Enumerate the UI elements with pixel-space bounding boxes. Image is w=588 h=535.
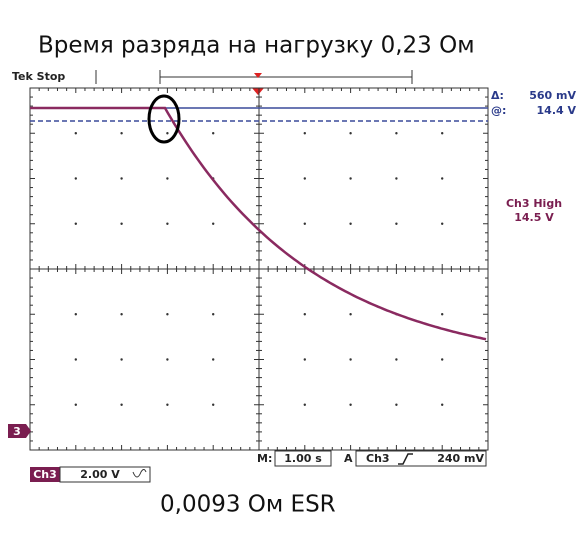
graticule-part bbox=[349, 177, 352, 180]
graticule-part bbox=[303, 313, 306, 316]
graticule-part bbox=[74, 222, 78, 225]
channel-box bbox=[30, 467, 60, 482]
delta-label: Δ: bbox=[491, 89, 504, 102]
trigger-box bbox=[355, 450, 487, 467]
graticule-part bbox=[441, 222, 444, 225]
graticule-part bbox=[120, 403, 123, 406]
graticule-part bbox=[441, 177, 444, 180]
graticule-part bbox=[395, 222, 398, 225]
graticule-part bbox=[303, 358, 306, 361]
graticule-part bbox=[74, 177, 78, 180]
graticule-part bbox=[349, 403, 352, 406]
channel-marker: 3 bbox=[13, 425, 21, 438]
trigger-mode: A bbox=[344, 452, 353, 465]
graticule-part bbox=[441, 403, 444, 406]
graticule-part bbox=[120, 132, 123, 135]
graticule-part bbox=[212, 132, 215, 135]
title: Время разряда на нагрузку 0,23 Ом bbox=[38, 33, 475, 59]
timebase-label: M: bbox=[257, 452, 272, 465]
trigger-info-label: Ch3 High bbox=[506, 197, 562, 210]
coupling-icon bbox=[132, 469, 147, 478]
at-value: 14.4 V bbox=[537, 104, 577, 117]
timebase-value: 1.00 s bbox=[284, 452, 322, 465]
graticule-part bbox=[166, 313, 169, 316]
status: Tek Stop bbox=[12, 70, 65, 83]
graticule-part bbox=[349, 358, 352, 361]
trigger-source: Ch3 bbox=[366, 452, 390, 465]
graticule-part bbox=[441, 132, 444, 135]
graticule-part bbox=[441, 358, 444, 361]
graticule-part bbox=[349, 222, 352, 225]
graticule-part bbox=[212, 358, 215, 361]
highlight-circle bbox=[147, 94, 181, 144]
graticule bbox=[29, 87, 489, 451]
graticule-part bbox=[120, 358, 123, 361]
graticule-part bbox=[303, 177, 306, 180]
graticule-part bbox=[120, 222, 123, 225]
graticule-part bbox=[395, 177, 398, 180]
caption: 0,0093 Ом ESR bbox=[160, 492, 336, 518]
trigger-point bbox=[252, 88, 264, 95]
trigger-info-value: 14.5 V bbox=[514, 211, 554, 224]
graticule-part bbox=[74, 313, 78, 316]
graticule-part bbox=[349, 313, 352, 316]
graticule-part bbox=[74, 403, 78, 406]
graticule-part bbox=[395, 403, 398, 406]
at-label: @: bbox=[491, 104, 506, 117]
trigger-level: 240 mV bbox=[437, 452, 484, 465]
record-bar bbox=[95, 70, 413, 84]
graticule-part bbox=[166, 358, 169, 361]
graticule-part bbox=[74, 358, 78, 361]
graticule-part bbox=[166, 222, 169, 225]
graticule-part bbox=[74, 132, 78, 135]
channel-name: Ch3 bbox=[33, 468, 57, 481]
waveform bbox=[30, 106, 487, 341]
graticule-part bbox=[303, 222, 306, 225]
channel-marker-box bbox=[8, 424, 26, 438]
graticule-part bbox=[349, 132, 352, 135]
channel-scale: 2.00 V bbox=[80, 468, 120, 481]
graticule-part bbox=[166, 132, 169, 135]
graticule-part bbox=[395, 132, 398, 135]
graticule-part bbox=[303, 132, 306, 135]
graticule-part bbox=[212, 403, 215, 406]
channel-marker-arrow bbox=[26, 424, 31, 438]
channel-scale-box bbox=[59, 466, 151, 483]
delta-value: 560 mV bbox=[529, 89, 576, 102]
graticule-part bbox=[166, 403, 169, 406]
graticule-part bbox=[120, 177, 123, 180]
graticule-part bbox=[395, 358, 398, 361]
graticule-part bbox=[120, 313, 123, 316]
trigger-position bbox=[254, 73, 262, 78]
timebase-box bbox=[274, 450, 332, 467]
graticule-part bbox=[212, 313, 215, 316]
graticule-part bbox=[212, 222, 215, 225]
graticule-part bbox=[166, 177, 169, 180]
graticule-part bbox=[441, 313, 444, 316]
graticule-part bbox=[303, 403, 306, 406]
edge-icon bbox=[398, 453, 413, 465]
